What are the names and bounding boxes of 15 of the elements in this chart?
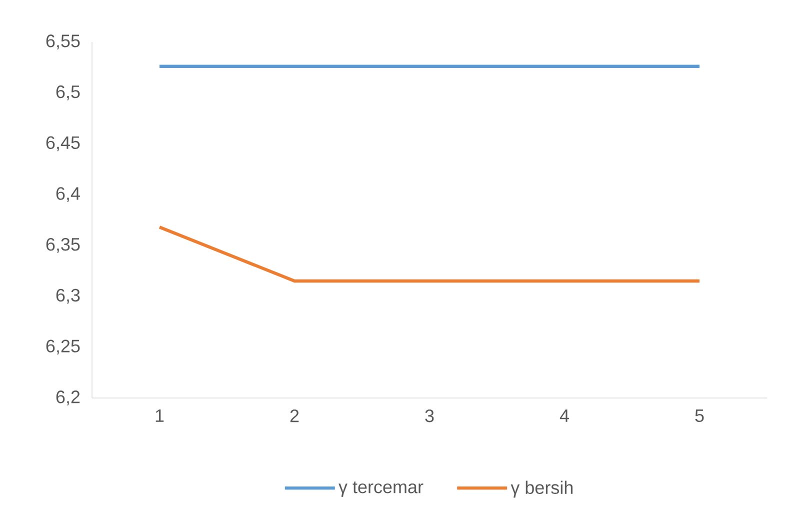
y-tick-label: 6,3 xyxy=(56,288,80,304)
x-tick-label: 3 xyxy=(425,410,434,422)
y-tick-label: 6,5 xyxy=(56,85,80,100)
y-tick-label: 6,2 xyxy=(56,390,80,406)
legend-label: γ bersih xyxy=(510,480,573,498)
x-tick-label: 1 xyxy=(156,410,164,422)
y-tick-label: 6,35 xyxy=(46,238,80,253)
x-tick-label: 2 xyxy=(290,410,299,422)
y-tick-label: 6,55 xyxy=(46,34,80,50)
x-tick-label: 5 xyxy=(695,410,704,422)
y-tick-label: 6,45 xyxy=(46,136,80,152)
y-tick-label: 6,4 xyxy=(56,187,80,202)
legend-label: γ tercemar xyxy=(338,481,424,497)
x-tick-label: 4 xyxy=(560,410,569,422)
y-tick-label: 6,25 xyxy=(46,340,80,355)
